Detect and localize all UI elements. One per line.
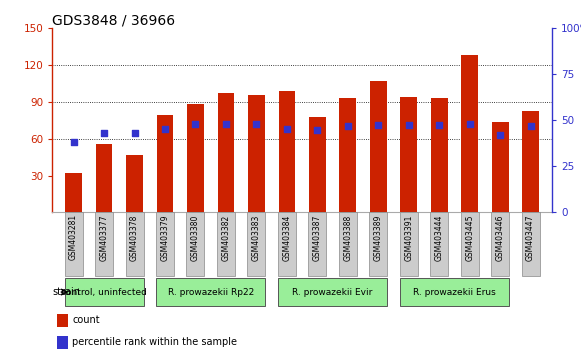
Text: GSM403389: GSM403389 [374,214,383,261]
Text: GSM403384: GSM403384 [282,214,292,261]
Bar [157,115,173,212]
FancyBboxPatch shape [64,212,83,276]
FancyBboxPatch shape [431,212,448,276]
Bar [96,144,113,212]
Point [221,121,231,127]
Point [496,132,505,138]
Text: R. prowazekii Erus: R. prowazekii Erus [413,287,496,297]
Point [252,121,261,127]
Text: GDS3848 / 36966: GDS3848 / 36966 [52,13,175,27]
Text: GSM403377: GSM403377 [99,214,109,261]
FancyBboxPatch shape [400,212,418,276]
Bar [278,91,295,212]
Bar [65,173,82,212]
Text: GSM403378: GSM403378 [130,214,139,261]
FancyBboxPatch shape [400,278,509,306]
Bar [58,314,69,327]
Text: GSM403380: GSM403380 [191,214,200,261]
Text: GSM403281: GSM403281 [69,214,78,261]
Point [435,122,444,128]
FancyBboxPatch shape [248,212,266,276]
Text: GSM403445: GSM403445 [465,214,474,261]
Bar [309,117,326,212]
Point [160,126,170,132]
FancyBboxPatch shape [522,212,540,276]
Bar [431,98,447,212]
Text: R. prowazekii Rp22: R. prowazekii Rp22 [167,287,254,297]
Text: R. prowazekii Evir: R. prowazekii Evir [292,287,373,297]
Text: GSM403382: GSM403382 [221,214,231,261]
FancyBboxPatch shape [156,278,266,306]
FancyBboxPatch shape [370,212,388,276]
Text: GSM403446: GSM403446 [496,214,505,261]
Text: GSM403379: GSM403379 [160,214,170,261]
Bar [187,104,204,212]
Point [313,127,322,133]
Bar [522,110,539,212]
Bar [339,98,356,212]
Bar [461,55,478,212]
Bar [217,93,234,212]
Text: GSM403447: GSM403447 [526,214,535,261]
FancyBboxPatch shape [491,212,509,276]
FancyBboxPatch shape [339,212,357,276]
Point [343,124,353,129]
Bar [400,97,417,212]
Text: GSM403388: GSM403388 [343,214,352,261]
Point [465,121,474,127]
Text: GSM403383: GSM403383 [252,214,261,261]
Point [130,130,139,136]
Text: GSM403387: GSM403387 [313,214,322,261]
Point [191,121,200,127]
FancyBboxPatch shape [187,212,205,276]
Text: strain: strain [53,287,81,297]
Text: percentile rank within the sample: percentile rank within the sample [72,337,237,348]
FancyBboxPatch shape [278,212,296,276]
Point [69,139,78,145]
Text: count: count [72,315,100,325]
Point [99,130,109,136]
Point [282,126,292,132]
Bar [58,336,69,349]
FancyBboxPatch shape [278,278,388,306]
FancyBboxPatch shape [309,212,327,276]
Bar [370,81,387,212]
Bar [492,121,508,212]
Text: GSM403391: GSM403391 [404,214,413,261]
Bar [126,155,143,212]
FancyBboxPatch shape [64,278,144,306]
FancyBboxPatch shape [217,212,235,276]
FancyBboxPatch shape [156,212,174,276]
FancyBboxPatch shape [95,212,113,276]
Bar [248,95,265,212]
Text: control, uninfected: control, uninfected [61,287,147,297]
Point [404,122,414,128]
Point [526,124,535,129]
Text: GSM403444: GSM403444 [435,214,444,261]
FancyBboxPatch shape [461,212,479,276]
FancyBboxPatch shape [125,212,144,276]
Point [374,122,383,128]
